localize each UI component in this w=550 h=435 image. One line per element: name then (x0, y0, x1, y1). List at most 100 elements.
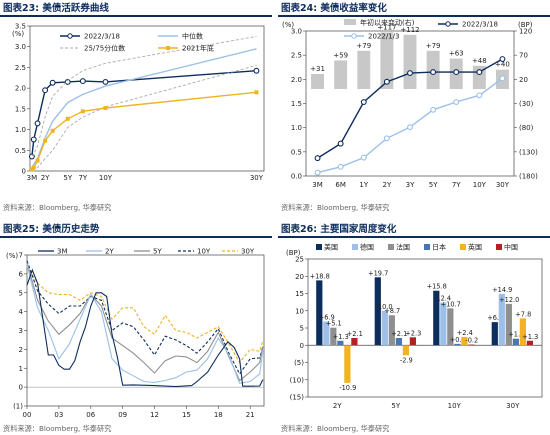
x-tick-label: 7Y (78, 174, 87, 182)
country-bar (323, 321, 330, 346)
legend-swatch (344, 19, 356, 25)
legend-label: 3M (57, 248, 68, 256)
x-tick-label: 12 (150, 411, 159, 419)
x-tick-label: 30Y (250, 174, 264, 182)
legend-label: 2022/1/3 (368, 33, 399, 41)
country-bar (519, 318, 526, 346)
x-tick-label: 10Y (448, 402, 462, 410)
data-point (383, 78, 390, 85)
title-rule (278, 236, 550, 238)
y-tick-label: (5) (294, 359, 304, 367)
x-tick-label: 30Y (506, 402, 520, 410)
source-note: 资料来源：Bloomberg, 华泰研究 (3, 203, 112, 212)
y-tick-label: (10) (290, 376, 305, 384)
legend-swatch (424, 244, 430, 250)
change-bar (334, 60, 348, 89)
bar-data-label: +79 (426, 42, 441, 50)
bar-data-label: +15.8 (427, 283, 447, 291)
y-tick-label: 3 (19, 327, 23, 335)
data-point (102, 78, 109, 85)
legend-label: 美国 (324, 243, 338, 252)
x-tick-label: 03 (54, 411, 63, 419)
y-tick-label: 1.0 (15, 126, 26, 134)
y-tick-label: 4 (19, 308, 24, 316)
x-tick-label: 10Y (99, 174, 113, 182)
country-bar (395, 338, 402, 346)
panel-yield-history: 图表25: 美债历史走势 (1) 0 1 2 3 4 5 6 7 (%) 00 03 06 09 12 15 1… (0, 221, 272, 435)
legend-label: 中国 (504, 243, 518, 252)
bar-data-label: +14.9 (492, 286, 512, 294)
legend-label: 法国 (396, 243, 410, 252)
y-tick-label: 0 (22, 168, 26, 176)
series-line (31, 48, 257, 168)
change-bar (403, 34, 417, 89)
x-tick-label: 10Y (473, 181, 487, 189)
data-point (360, 154, 367, 161)
x-tick-label: 00 (23, 411, 32, 419)
bar-data-label: -0.2 (465, 337, 478, 345)
source-note: 资料来源：Bloomberg, 华泰研究 (281, 203, 390, 212)
country-bar (351, 338, 358, 346)
series-line (26, 262, 264, 382)
legend-marker (67, 33, 73, 39)
bar-data-label: +5.1 (326, 320, 342, 328)
bar-data-label: +7.8 (515, 310, 531, 318)
x-tick-label: 1Y (359, 181, 368, 189)
bar-data-label: +6.9 (319, 313, 335, 321)
y-tick-label: 5 (300, 325, 304, 333)
legend-label: 25/75分位数 (84, 44, 125, 53)
data-point (30, 136, 37, 143)
y-tick-label: 0.0 (291, 173, 302, 181)
data-point (253, 67, 260, 74)
data-point (499, 75, 506, 82)
bar-data-label: +79 (356, 42, 371, 50)
bar-data-label: -10.9 (339, 384, 356, 392)
y-tick-label: (15) (290, 394, 305, 402)
x-tick-label: 2Y (41, 174, 50, 182)
data-point (407, 70, 413, 77)
bar-data-label: +0.4 (450, 336, 466, 344)
legend-marker (445, 21, 451, 27)
bar-data-label: +40 (495, 61, 510, 69)
country-bar (454, 343, 461, 346)
bar-data-label: +8.7 (384, 307, 400, 315)
x-tick-label: 3Y (406, 181, 415, 189)
y-tick-label: 2.0 (291, 76, 302, 84)
country-bar (344, 345, 351, 383)
bar-data-label: +117 (377, 23, 396, 31)
y-tick-label: 10 (295, 307, 304, 315)
change-bar (357, 50, 371, 89)
data-point (43, 138, 48, 143)
x-tick-label: 30Y (496, 181, 510, 189)
legend-label: 日本 (432, 243, 446, 252)
y-tick-label: 5 (19, 289, 23, 297)
y-tick-label: 7 (19, 252, 23, 260)
data-point (499, 56, 506, 62)
country-bar (505, 303, 512, 346)
x-tick-label: 06 (86, 411, 95, 419)
legend-swatch (460, 244, 466, 250)
y2-tick-label: 70 (519, 52, 528, 60)
bar-data-label: +2.1 (391, 330, 407, 338)
y-tick-label: 6 (19, 270, 24, 278)
y2-axis-label: (BP) (518, 21, 533, 29)
legend-swatch (352, 244, 358, 250)
bar-data-label: +12.0 (499, 296, 519, 304)
weekly-change-chart: (15) (10) (5) 0 5 10 15 20 25(BP) 2Y 5Y 10Y 30Y +18.8… (286, 243, 543, 410)
data-point (79, 78, 86, 85)
bar-data-label: -2.9 (400, 356, 413, 364)
country-bar (409, 337, 417, 346)
y-tick-label: 20 (295, 273, 304, 281)
panel-title: 图表23: 美债活跃券曲线 (3, 3, 109, 14)
x-tick-label: 5Y (391, 402, 400, 410)
legend-label: 2022/3/18 (84, 33, 120, 41)
data-point (49, 79, 56, 86)
legend-swatch (316, 244, 322, 250)
legend-swatch (388, 244, 394, 250)
y-tick-label: 2.0 (15, 85, 26, 93)
y2-tick-label: (80) (519, 124, 534, 132)
x-tick-label: 3M (312, 181, 323, 189)
bar-data-label: +2.3 (405, 329, 421, 337)
change-bar (311, 74, 325, 89)
